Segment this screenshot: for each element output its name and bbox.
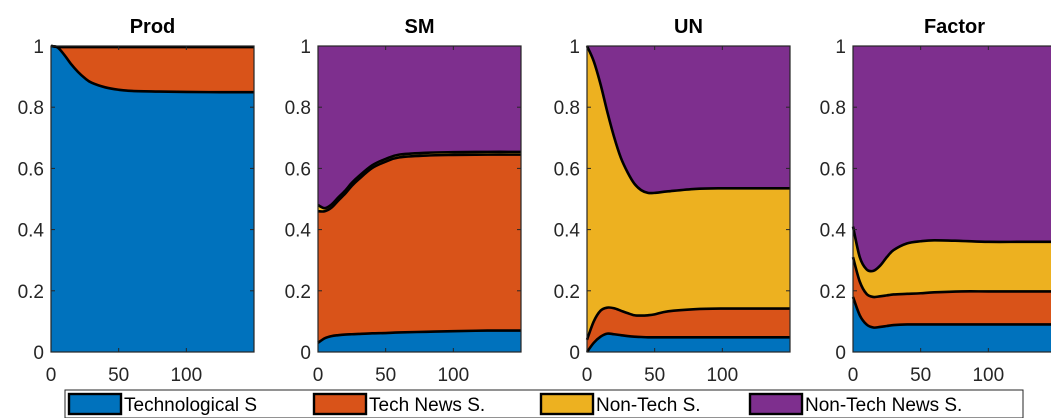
boundary-line-factor-1: [851, 296, 1051, 329]
xtick-label: 0: [582, 365, 593, 386]
ytick-label: 0: [569, 343, 580, 364]
panel-prod: 0 0.2 0.4 0.6 0.8 1 0 50 100 Prod: [18, 16, 255, 386]
legend: Technological S Tech News S. Non-Tech S. No…: [64, 389, 1024, 418]
xtick-label: 0: [313, 365, 324, 386]
ytick-label: 0.6: [820, 159, 846, 180]
legend-swatch-nontech-news: [748, 392, 804, 416]
ytick-label: 0.2: [285, 282, 311, 303]
ytick-label: 0.2: [18, 282, 44, 303]
area-prod-tech-news: [51, 46, 254, 93]
ytick-label: 0.4: [554, 221, 581, 242]
legend-label-nontech-news: Non-Tech News S.: [805, 395, 962, 416]
axes-box-sm: [317, 45, 522, 353]
xtick-label: 100: [706, 365, 738, 386]
area-factor-nontech: [853, 226, 1051, 298]
boundary-line-un-1: [585, 332, 790, 353]
ytick-label: 0: [300, 343, 311, 364]
panel-un: 0 0.2 0.4 0.6 0.8 1 0 50 100 UN: [554, 16, 791, 386]
xtick-label: 50: [644, 365, 665, 386]
xtick-label: 50: [375, 365, 396, 386]
xtick-label: 100: [437, 365, 469, 386]
area-un-nontech: [587, 46, 790, 340]
boundary-line-sm-2: [317, 153, 522, 213]
ytick-label: 0.4: [18, 221, 45, 242]
panel-title-prod: Prod: [130, 16, 176, 38]
legend-label-tech-news: Tech News S.: [369, 395, 485, 416]
legend-swatch-tech: [67, 392, 123, 416]
xtick-label: 50: [108, 365, 129, 386]
ytick-label: 0.8: [820, 98, 846, 119]
panel-title-un: UN: [674, 16, 703, 38]
boundary-line-un-3: [585, 45, 790, 195]
xtick-label: 0: [46, 365, 57, 386]
panel-title-factor: Factor: [924, 16, 985, 38]
area-un-nontech-news: [587, 46, 790, 194]
ytick-label: 1: [835, 37, 846, 58]
ytick-label: 0.2: [554, 282, 580, 303]
ytick-label: 0.4: [820, 221, 847, 242]
ytick-label: 1: [569, 37, 580, 58]
ytick-label: 0: [835, 343, 846, 364]
legend-label-nontech: Non-Tech S.: [596, 395, 701, 416]
panel-factor: 0 0.2 0.4 0.6 0.8 1 0 50 100 Factor: [820, 16, 1051, 386]
legend-swatch-nontech: [539, 392, 595, 416]
ytick-label: 0.2: [820, 282, 846, 303]
area-factor-nontech-news: [853, 46, 1051, 272]
area-sm-tech-news: [318, 154, 521, 343]
ytick-label: 0.4: [285, 221, 312, 242]
boundary-line-factor-3: [851, 226, 1051, 273]
xtick-label: 100: [972, 365, 1004, 386]
xtick-label: 100: [170, 365, 202, 386]
ytick-label: 0: [33, 343, 44, 364]
area-sm-tech: [318, 330, 521, 352]
boundary-line-factor-2: [851, 256, 1051, 299]
boundary-line-un-2: [585, 306, 790, 341]
boundary-line-prod-3: [50, 44, 254, 49]
axes-box-factor: [852, 45, 1051, 353]
ytick-label: 1: [33, 37, 44, 58]
ytick-label: 0.6: [554, 159, 580, 180]
boundary-line-sm-3: [317, 150, 522, 210]
legend-swatch-tech-news: [312, 392, 368, 416]
panel-title-sm: SM: [405, 16, 435, 38]
legend-label-tech: Technological S: [124, 395, 257, 416]
ytick-label: 0.8: [554, 98, 580, 119]
area-un-tech-news: [587, 307, 790, 352]
axes-box-un: [586, 45, 791, 353]
ytick-label: 0.8: [18, 98, 44, 119]
ytick-label: 0.8: [285, 98, 311, 119]
panel-sm: 0 0.2 0.4 0.6 0.8 1 0 50 100 SM: [285, 16, 522, 386]
xtick-label: 0: [848, 365, 859, 386]
ytick-label: 0.6: [18, 159, 44, 180]
boundary-line-prod-1: [50, 44, 255, 94]
axes-box-prod: [50, 45, 255, 353]
ytick-label: 0.6: [285, 159, 311, 180]
xtick-label: 50: [910, 365, 931, 386]
area-prod-tech: [51, 46, 254, 352]
ytick-label: 1: [300, 37, 311, 58]
boundary-line-sm-1: [317, 329, 522, 344]
